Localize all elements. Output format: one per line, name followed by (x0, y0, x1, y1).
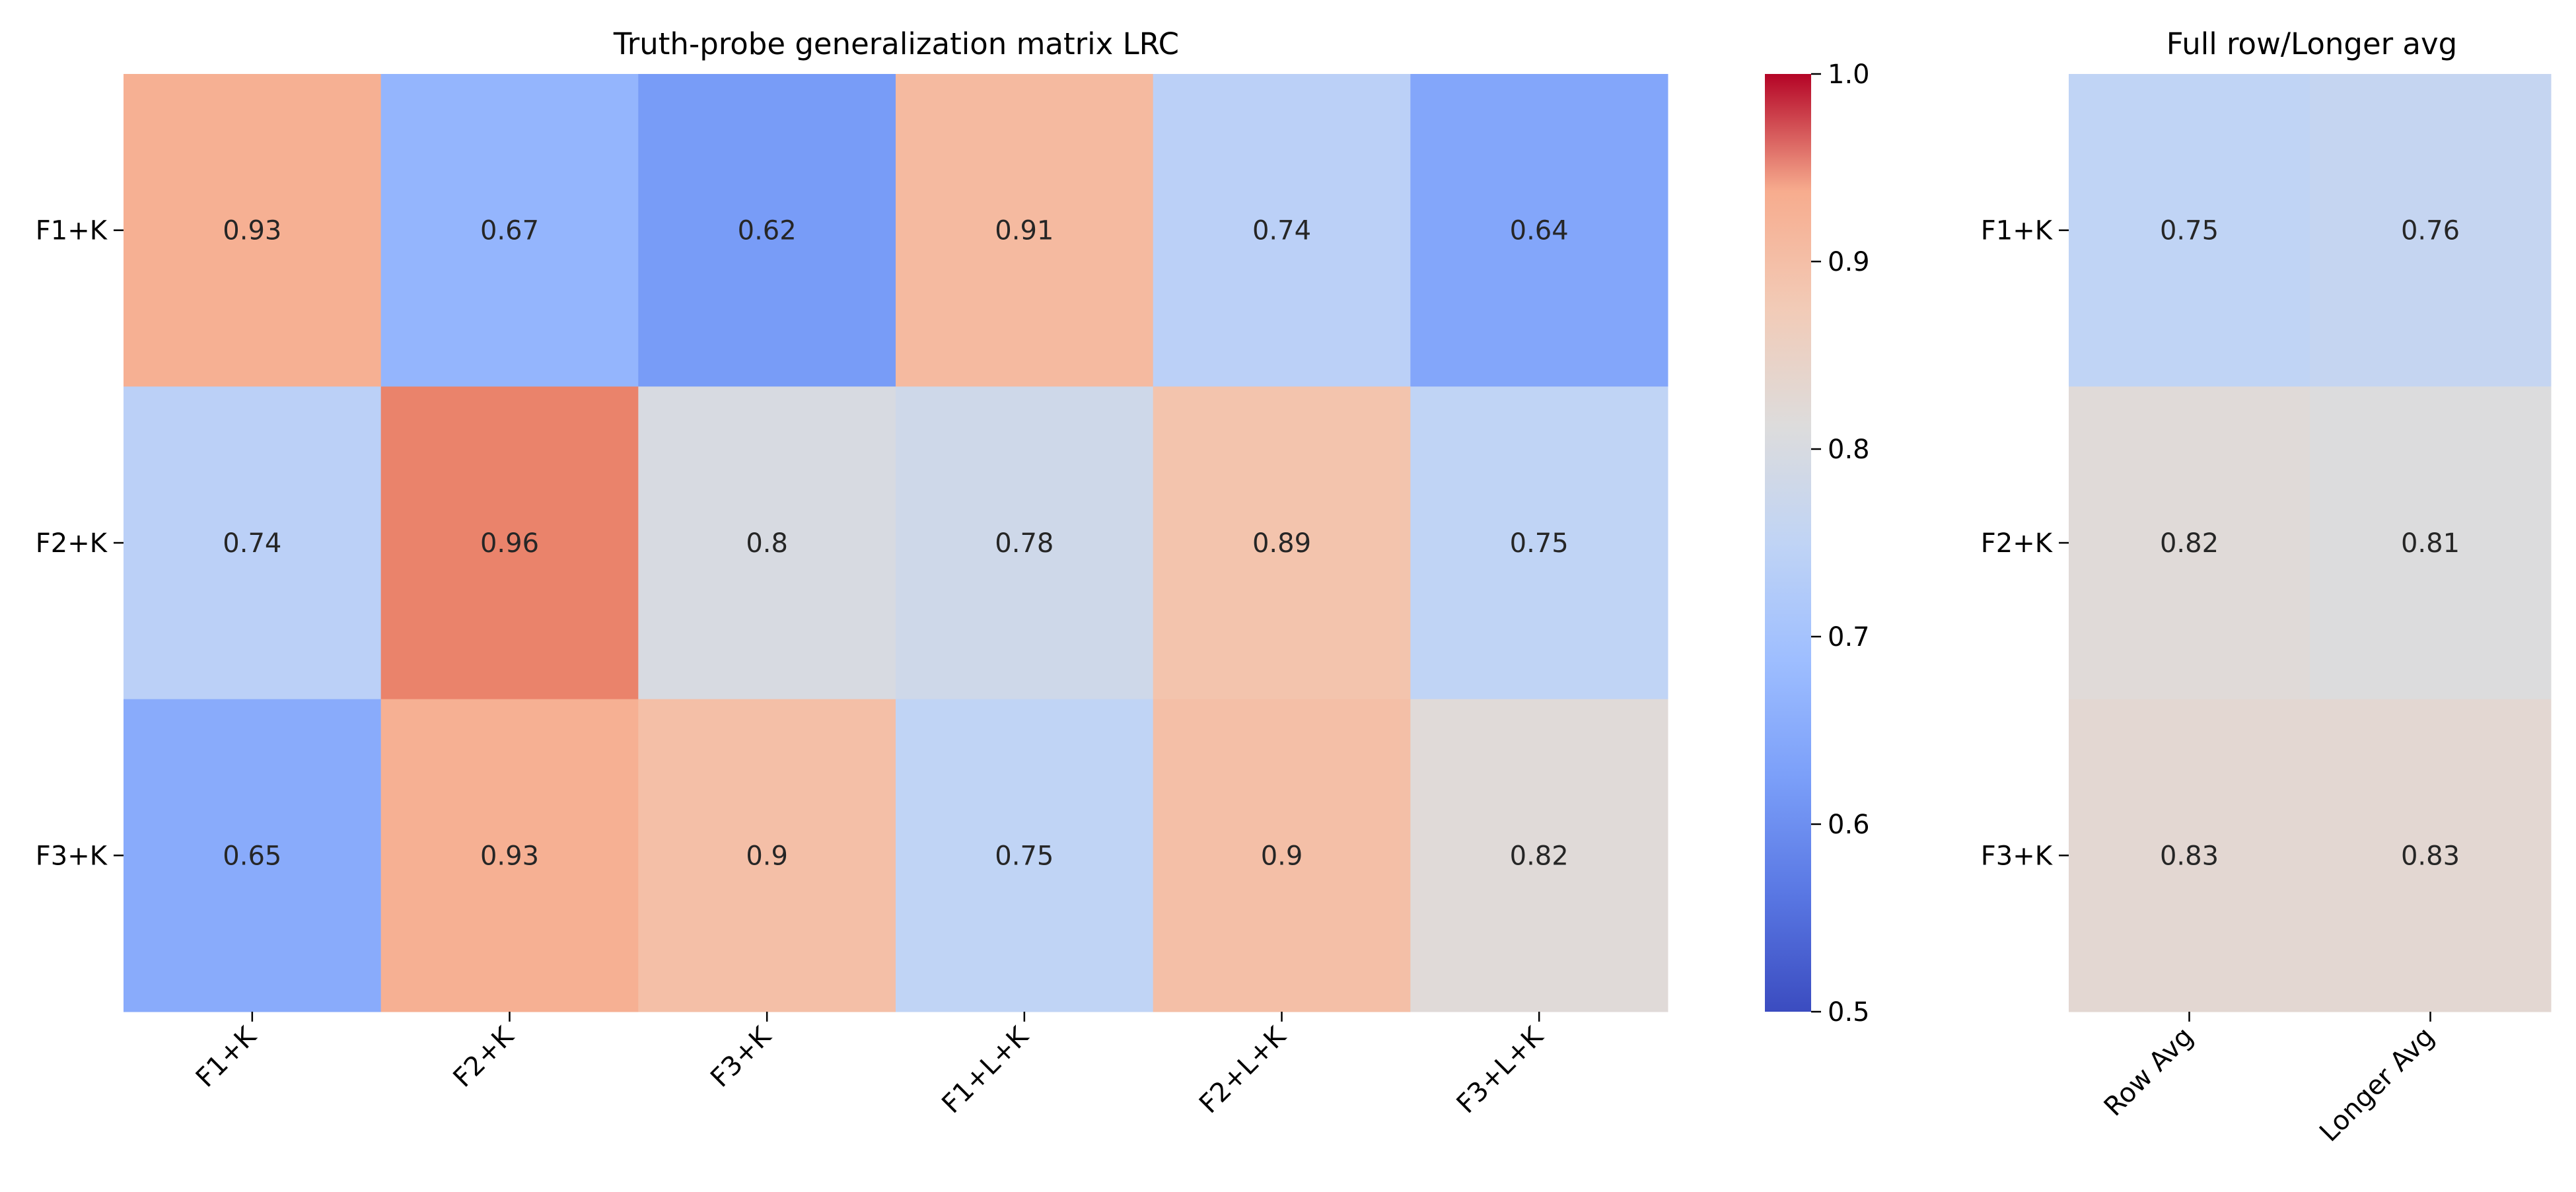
colorbar (1765, 74, 1811, 1012)
side-cell-r0-c0 (2069, 74, 2310, 387)
side-col-label: Row Avg (2098, 1022, 2200, 1123)
side-cell-label-r0-c1: 0.76 (2401, 216, 2460, 246)
side-cell-r1-c1 (2310, 386, 2552, 700)
main-cell-r0-c1 (380, 74, 639, 387)
main-col-ticks: F1+K F2+K F3+K F1+L+K F2+L+K F3+L+K (190, 1012, 1550, 1119)
side-col-ticks: Row Avg Longer Avg (2098, 1012, 2441, 1148)
colorbar-tick-label: 0.7 (1828, 622, 1870, 652)
main-cell-r0-c3 (896, 74, 1154, 387)
colorbar-tick-label: 0.6 (1828, 810, 1870, 840)
main-cell-r2-c4 (1153, 699, 1411, 1012)
main-row-label: F1+K (36, 216, 108, 246)
main-cell-label-r0-c2: 0.62 (738, 216, 797, 246)
side-cell-r2-c0 (2069, 699, 2310, 1012)
main-cell-label-r1-c4: 0.89 (1252, 528, 1311, 559)
main-cell-r0-c0 (124, 74, 382, 387)
main-cell-r2-c3 (896, 699, 1154, 1012)
side-row-label: F2+K (1981, 528, 2054, 559)
main-cell-label-r1-c3: 0.78 (995, 528, 1054, 559)
main-row-label: F2+K (36, 528, 108, 559)
main-cell-r1-c0 (124, 386, 382, 700)
main-cell-r1-c5 (1410, 386, 1668, 700)
main-cell-label-r0-c1: 0.67 (480, 216, 539, 246)
main-cell-label-r0-c4: 0.74 (1252, 216, 1311, 246)
main-cell-r2-c2 (638, 699, 896, 1012)
side-cell-label-r2-c0: 0.83 (2160, 841, 2219, 871)
side-row-ticks: F1+K F2+K F3+K (1981, 216, 2069, 871)
main-row-ticks: F1+K F2+K F3+K (36, 216, 124, 871)
main-cell-r1-c4 (1153, 386, 1411, 700)
main-cell-label-r2-c0: 0.65 (223, 841, 281, 871)
main-cell-label-r1-c1: 0.96 (480, 528, 539, 559)
side-cell-label-r2-c1: 0.83 (2401, 841, 2460, 871)
main-cell-label-r0-c5: 0.64 (1510, 216, 1569, 246)
main-cell-r1-c2 (638, 386, 896, 700)
side-cell-r1-c0 (2069, 386, 2310, 700)
main-cell-label-r2-c2: 0.9 (746, 841, 788, 871)
main-col-label: F1+L+K (936, 1020, 1035, 1119)
main-cell-label-r1-c2: 0.8 (746, 528, 788, 559)
main-cell-r2-c1 (380, 699, 639, 1012)
main-cell-r0-c2 (638, 74, 896, 387)
side-cell-r2-c1 (2310, 699, 2552, 1012)
side-title: Full row/Longer avg (2166, 26, 2457, 61)
main-col-label: F2+L+K (1194, 1020, 1293, 1119)
main-cell-label-r1-c5: 0.75 (1510, 528, 1569, 559)
main-title: Truth-probe generalization matrix LRC (613, 26, 1179, 61)
side-cell-label-r1-c0: 0.82 (2160, 528, 2219, 559)
side-col-label: Longer Avg (2314, 1022, 2440, 1148)
main-cell-label-r2-c3: 0.75 (995, 841, 1054, 871)
main-cell-label-r2-c5: 0.82 (1510, 841, 1569, 871)
side-row-label: F3+K (1981, 841, 2054, 871)
colorbar-tick-label: 0.5 (1828, 997, 1870, 1028)
main-col-label: F3+L+K (1451, 1020, 1550, 1119)
main-cell-r1-c1 (380, 386, 639, 700)
colorbar-tick-label: 0.9 (1828, 247, 1870, 277)
colorbar-tick-label: 0.8 (1828, 435, 1870, 465)
main-cell-label-r2-c1: 0.93 (480, 841, 539, 871)
main-cell-label-r0-c0: 0.93 (223, 216, 281, 246)
main-heatmap-cells: 0.93 0.67 0.62 0.91 0.74 0.64 0.74 0.96 0.8 0.78 0… (124, 74, 1668, 1012)
main-cell-r1-c3 (896, 386, 1154, 700)
side-cell-label-r1-c1: 0.81 (2401, 528, 2460, 559)
main-cell-r0-c4 (1153, 74, 1411, 387)
main-row-label: F3+K (36, 841, 108, 871)
side-heatmap-cells: 0.75 0.76 0.82 0.81 0.83 0.83 (2069, 74, 2552, 1012)
main-cell-r0-c5 (1410, 74, 1668, 387)
main-cell-r2-c0 (124, 699, 382, 1012)
main-cell-label-r2-c4: 0.9 (1261, 841, 1303, 871)
colorbar-ticks: 0.5 0.6 0.7 0.8 0.9 1.0 (1811, 59, 1870, 1028)
main-cell-label-r0-c3: 0.91 (995, 216, 1054, 246)
main-col-label: F3+K (705, 1020, 777, 1093)
colorbar-tick-label: 1.0 (1828, 59, 1870, 90)
main-col-label: F1+K (190, 1020, 263, 1093)
side-cell-r0-c1 (2310, 74, 2552, 387)
main-cell-label-r1-c0: 0.74 (223, 528, 281, 559)
side-row-label: F1+K (1981, 216, 2054, 246)
main-col-label: F2+K (448, 1020, 520, 1093)
main-cell-r2-c5 (1410, 699, 1668, 1012)
side-cell-label-r0-c0: 0.75 (2160, 216, 2219, 246)
